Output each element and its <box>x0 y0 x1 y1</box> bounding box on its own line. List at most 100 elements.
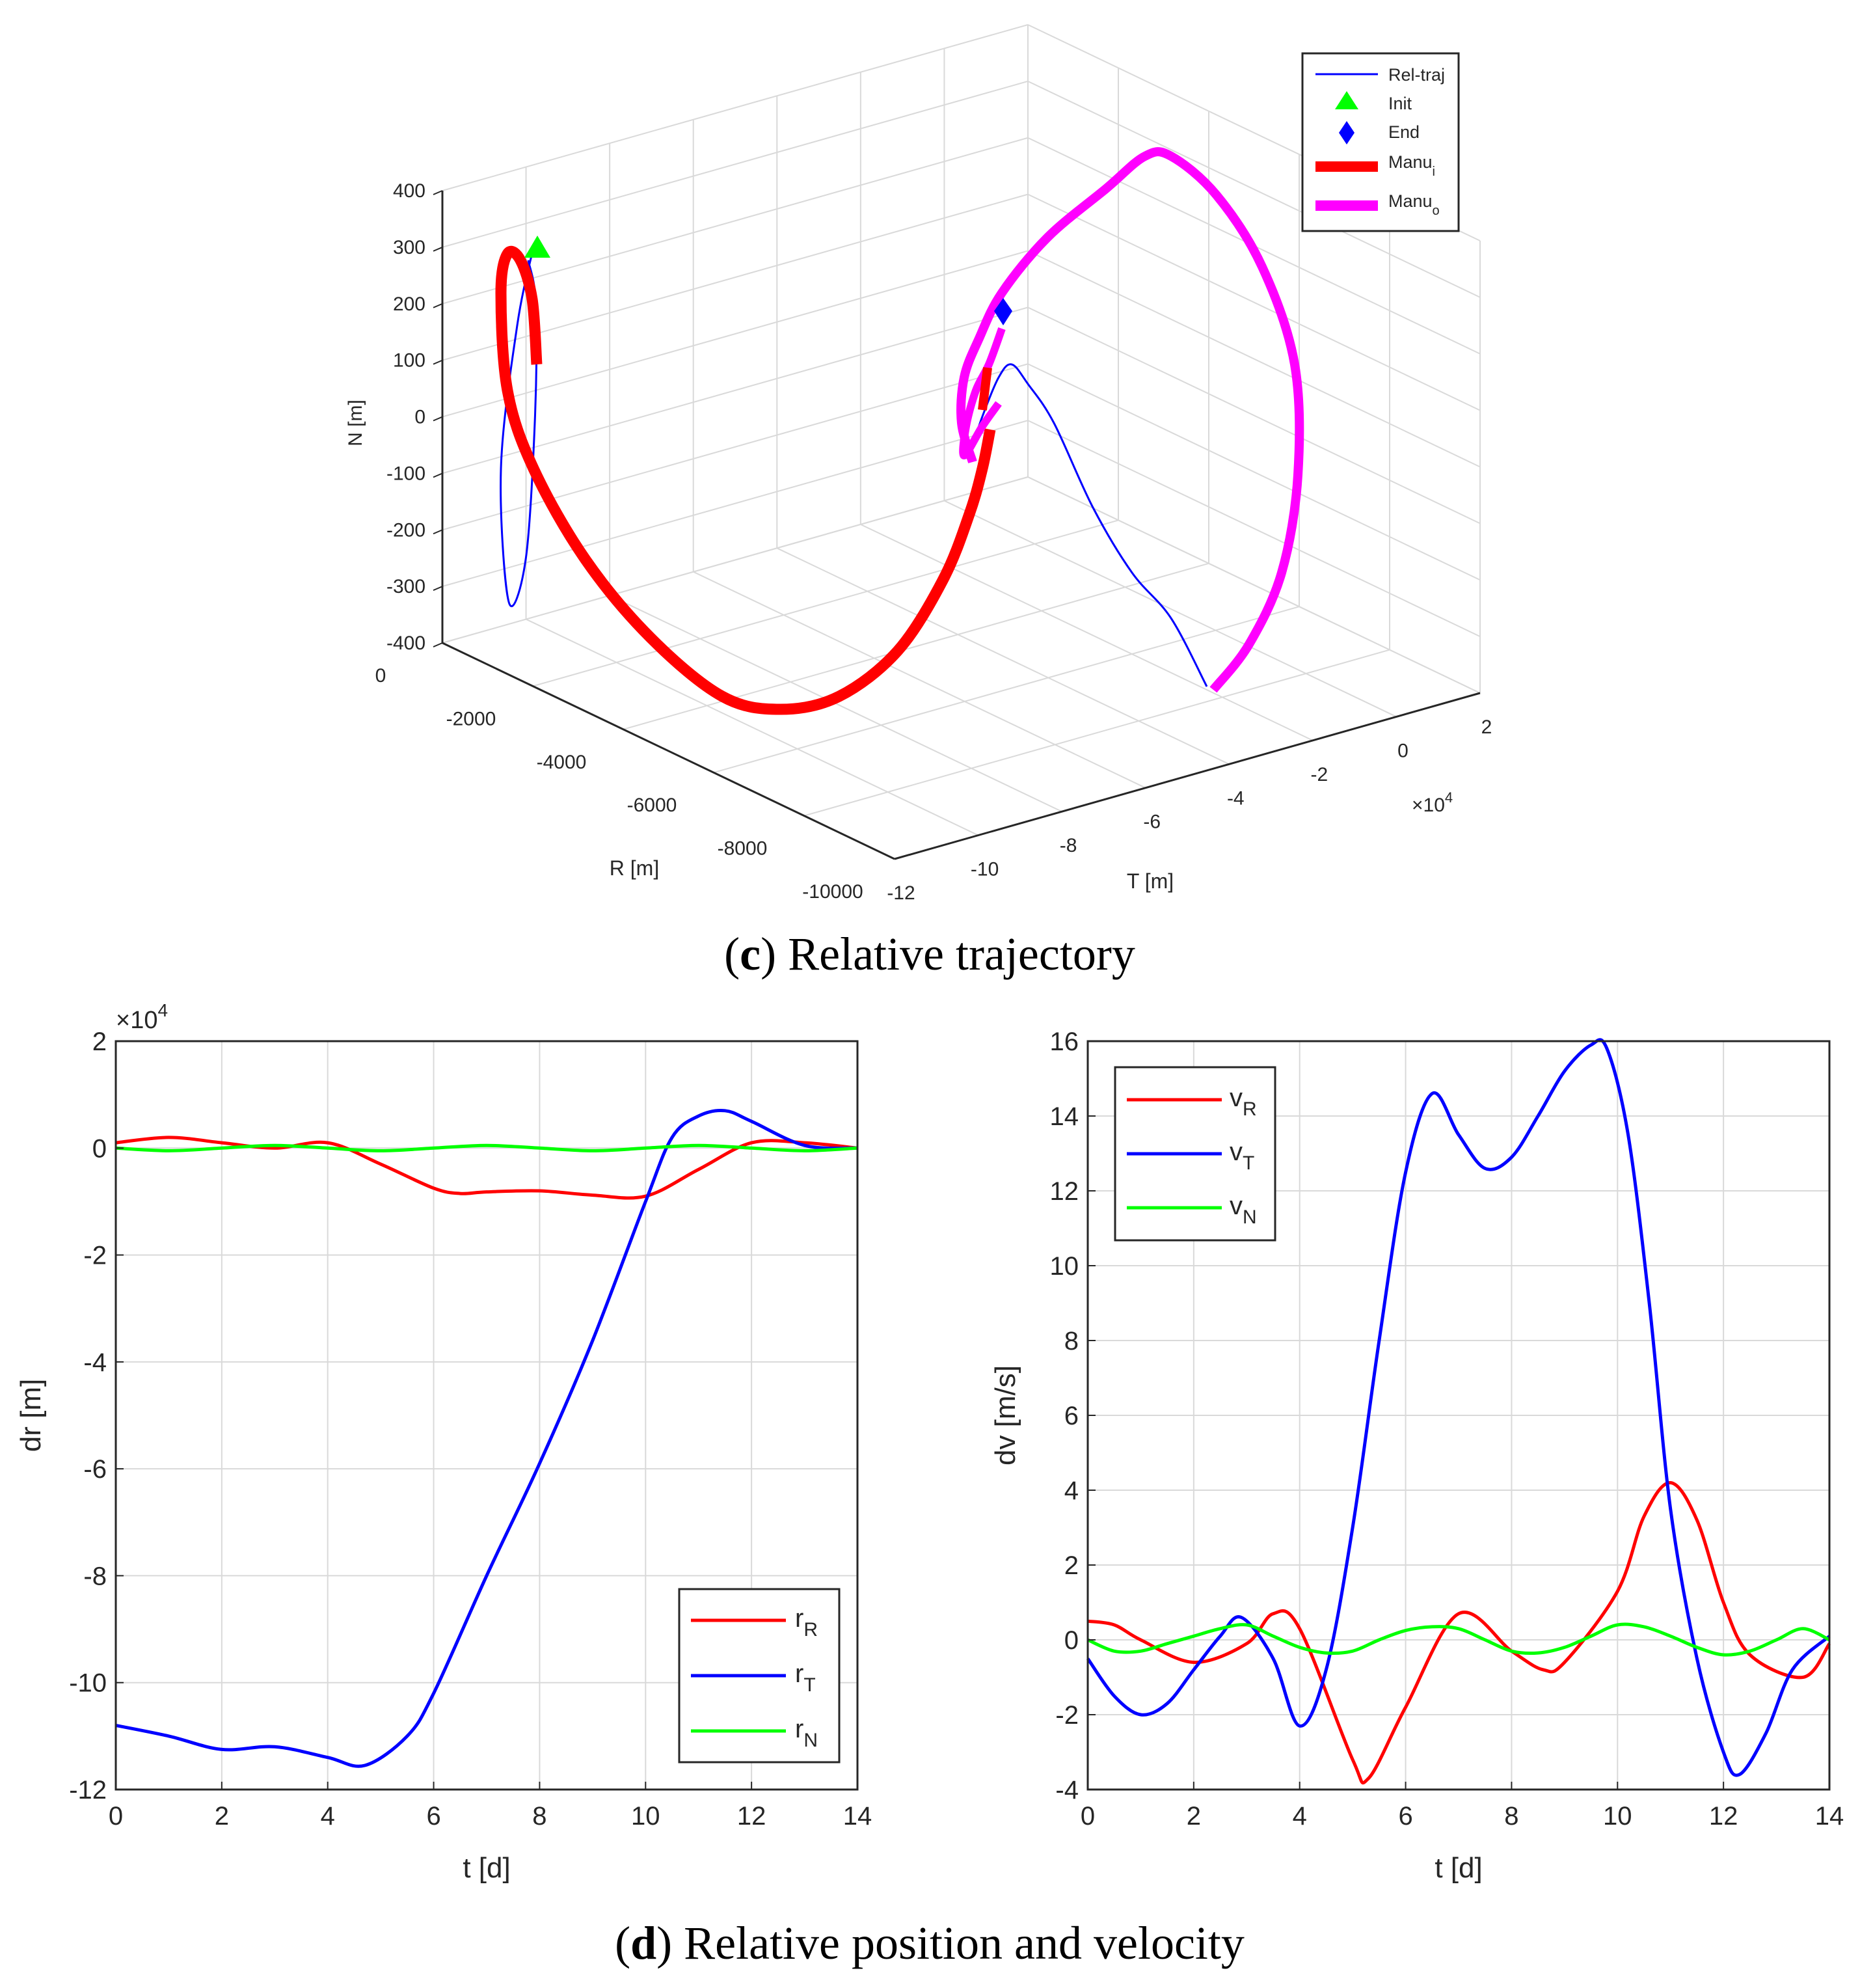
sidewall-grid-z <box>1027 476 1481 694</box>
legend-marker-init <box>1335 91 1358 109</box>
position-x-ticks: 0 2 4 6 8 10 12 14 <box>109 1782 872 1831</box>
velocity-y-label: dv [m/s] <box>990 1365 1021 1465</box>
manu-i-arc <box>495 245 996 715</box>
velocity-series <box>1086 1038 1831 1785</box>
x-tick-label: -10000 <box>802 881 863 903</box>
legend-marker-end <box>1339 121 1355 144</box>
floor-grid-t <box>860 523 1314 741</box>
velocity-x-label: t [d] <box>1435 1852 1482 1884</box>
y-axis-line <box>894 692 1481 860</box>
x-tick-labels: 0 -2000 -4000 -6000 -8000 -10000 <box>375 665 863 903</box>
backwall-grid-z <box>442 24 1029 191</box>
caption-c: (c) Relative trajectory <box>724 928 1135 980</box>
y-tick-label: -8 <box>1060 835 1077 856</box>
legend-label-manu-i: Manui <box>1388 152 1435 179</box>
y-tick-label: -12 <box>887 882 915 904</box>
y-tick-label: -6 <box>1143 811 1161 833</box>
trajectory-3d-curves <box>495 147 1304 715</box>
legend-label-rel-traj: Rel-traj <box>1388 65 1445 85</box>
floor-grid-r <box>713 606 1300 774</box>
position-axes-box <box>115 1040 859 1791</box>
z-tick-mark <box>433 359 443 365</box>
velocity-y-tick-label: -2 <box>1055 1701 1079 1730</box>
z-tick-label: -200 <box>386 519 425 541</box>
sidewall-grid-z <box>1027 250 1481 468</box>
position-y-tick-label: -6 <box>83 1455 107 1484</box>
velocity-y-tick-label: -4 <box>1055 1776 1079 1804</box>
sidewall-grid-z <box>1027 306 1481 524</box>
position-x-label: t [d] <box>463 1852 510 1884</box>
z-tick-label: 200 <box>393 293 425 315</box>
velocity-legend-label-t: vT <box>1230 1137 1254 1174</box>
x-tick-label: -6000 <box>627 795 677 816</box>
position-x-tick-label: 2 <box>215 1802 229 1831</box>
z-tick-label: 100 <box>393 350 425 372</box>
manu-i-stub <box>978 367 992 411</box>
backwall-grid-z <box>442 420 1029 588</box>
z-axis-label: N [m] <box>345 400 366 446</box>
y-axis-exponent: ×104 <box>1412 789 1453 816</box>
velocity-legend-label-n: vN <box>1230 1191 1257 1228</box>
velocity-x-tick-label: 6 <box>1398 1802 1412 1831</box>
y-tick-labels: -12 -10 -8 -6 -4 -2 0 2 <box>887 716 1492 904</box>
x-tick-label: -8000 <box>718 838 768 860</box>
caption-d: (d) Relative position and velocity <box>615 1917 1245 1969</box>
z-tick-mark <box>433 586 443 592</box>
position-panel: 0 2 4 6 8 10 12 14 20-2-4-6-8-10-12 ×104 t [d] … <box>15 1000 872 1884</box>
position-legend: rR rT rN <box>678 1588 841 1763</box>
rel-traj-arc <box>968 363 1208 687</box>
backwall-grid-z <box>442 137 1029 305</box>
floor-grid-r <box>803 649 1390 817</box>
velocity-y-tick-label: 4 <box>1064 1477 1079 1505</box>
position-legend-label-t: rT <box>795 1659 816 1696</box>
z-tick-mark <box>433 416 443 422</box>
sidewall-grid-z <box>1027 420 1481 638</box>
velocity-y-tick-label: 16 <box>1050 1028 1079 1056</box>
legend-label-manu-o: Manuo <box>1388 191 1440 218</box>
end-marker <box>994 298 1012 325</box>
series-v-t <box>1086 1038 1831 1777</box>
floor-grid-r <box>623 562 1209 730</box>
z-tick-mark <box>433 303 443 308</box>
y-tick-label: -2 <box>1311 764 1328 785</box>
z-tick-mark <box>433 642 443 647</box>
x-tick-label: -4000 <box>537 752 587 773</box>
z-tick-label: 0 <box>414 407 425 428</box>
position-y-tick-label: -12 <box>69 1776 107 1804</box>
manu-o-arc <box>956 147 1304 693</box>
velocity-y-tick-label: 8 <box>1064 1327 1079 1355</box>
velocity-y-tick-label: 6 <box>1064 1402 1079 1430</box>
series-v-n <box>1086 1622 1831 1657</box>
velocity-x-tick-label: 14 <box>1815 1802 1844 1831</box>
position-y-label: dr [m] <box>15 1379 47 1452</box>
position-legend-label-r: rR <box>795 1604 818 1641</box>
trajectory-3d-axes <box>433 190 1481 860</box>
velocity-y-tick-label: 10 <box>1050 1252 1079 1281</box>
position-x-tick-label: 4 <box>321 1802 335 1831</box>
y-axis-label: T [m] <box>1127 869 1174 893</box>
position-y-tick-label: -2 <box>83 1242 107 1270</box>
z-tick-label: -400 <box>386 633 425 654</box>
z-tick-mark <box>433 246 443 252</box>
y-exponent-power: 4 <box>1445 789 1453 806</box>
velocity-x-tick-label: 0 <box>1081 1802 1095 1831</box>
velocity-legend-label-r: vR <box>1230 1083 1257 1120</box>
position-x-tick-label: 8 <box>532 1802 546 1831</box>
position-y-tick-label: -4 <box>83 1348 107 1377</box>
position-y-tick-label: -10 <box>69 1669 107 1698</box>
backwall-grid-z <box>442 363 1029 531</box>
velocity-x-tick-label: 4 <box>1293 1802 1307 1831</box>
manu-o-tail <box>959 327 1006 460</box>
position-x-tick-label: 10 <box>631 1802 660 1831</box>
legend-label-init: Init <box>1388 94 1412 113</box>
z-tick-mark <box>433 529 443 535</box>
floor-grid-r <box>532 519 1119 687</box>
floor-grid-t <box>693 571 1146 789</box>
floor-grid-t <box>776 547 1230 765</box>
series-r-t <box>115 1108 858 1768</box>
floor-grid-t <box>943 500 1397 718</box>
position-x-tick-label: 14 <box>843 1802 872 1831</box>
position-legend-label-n: rN <box>795 1715 818 1751</box>
z-tick-label: 300 <box>393 237 425 258</box>
